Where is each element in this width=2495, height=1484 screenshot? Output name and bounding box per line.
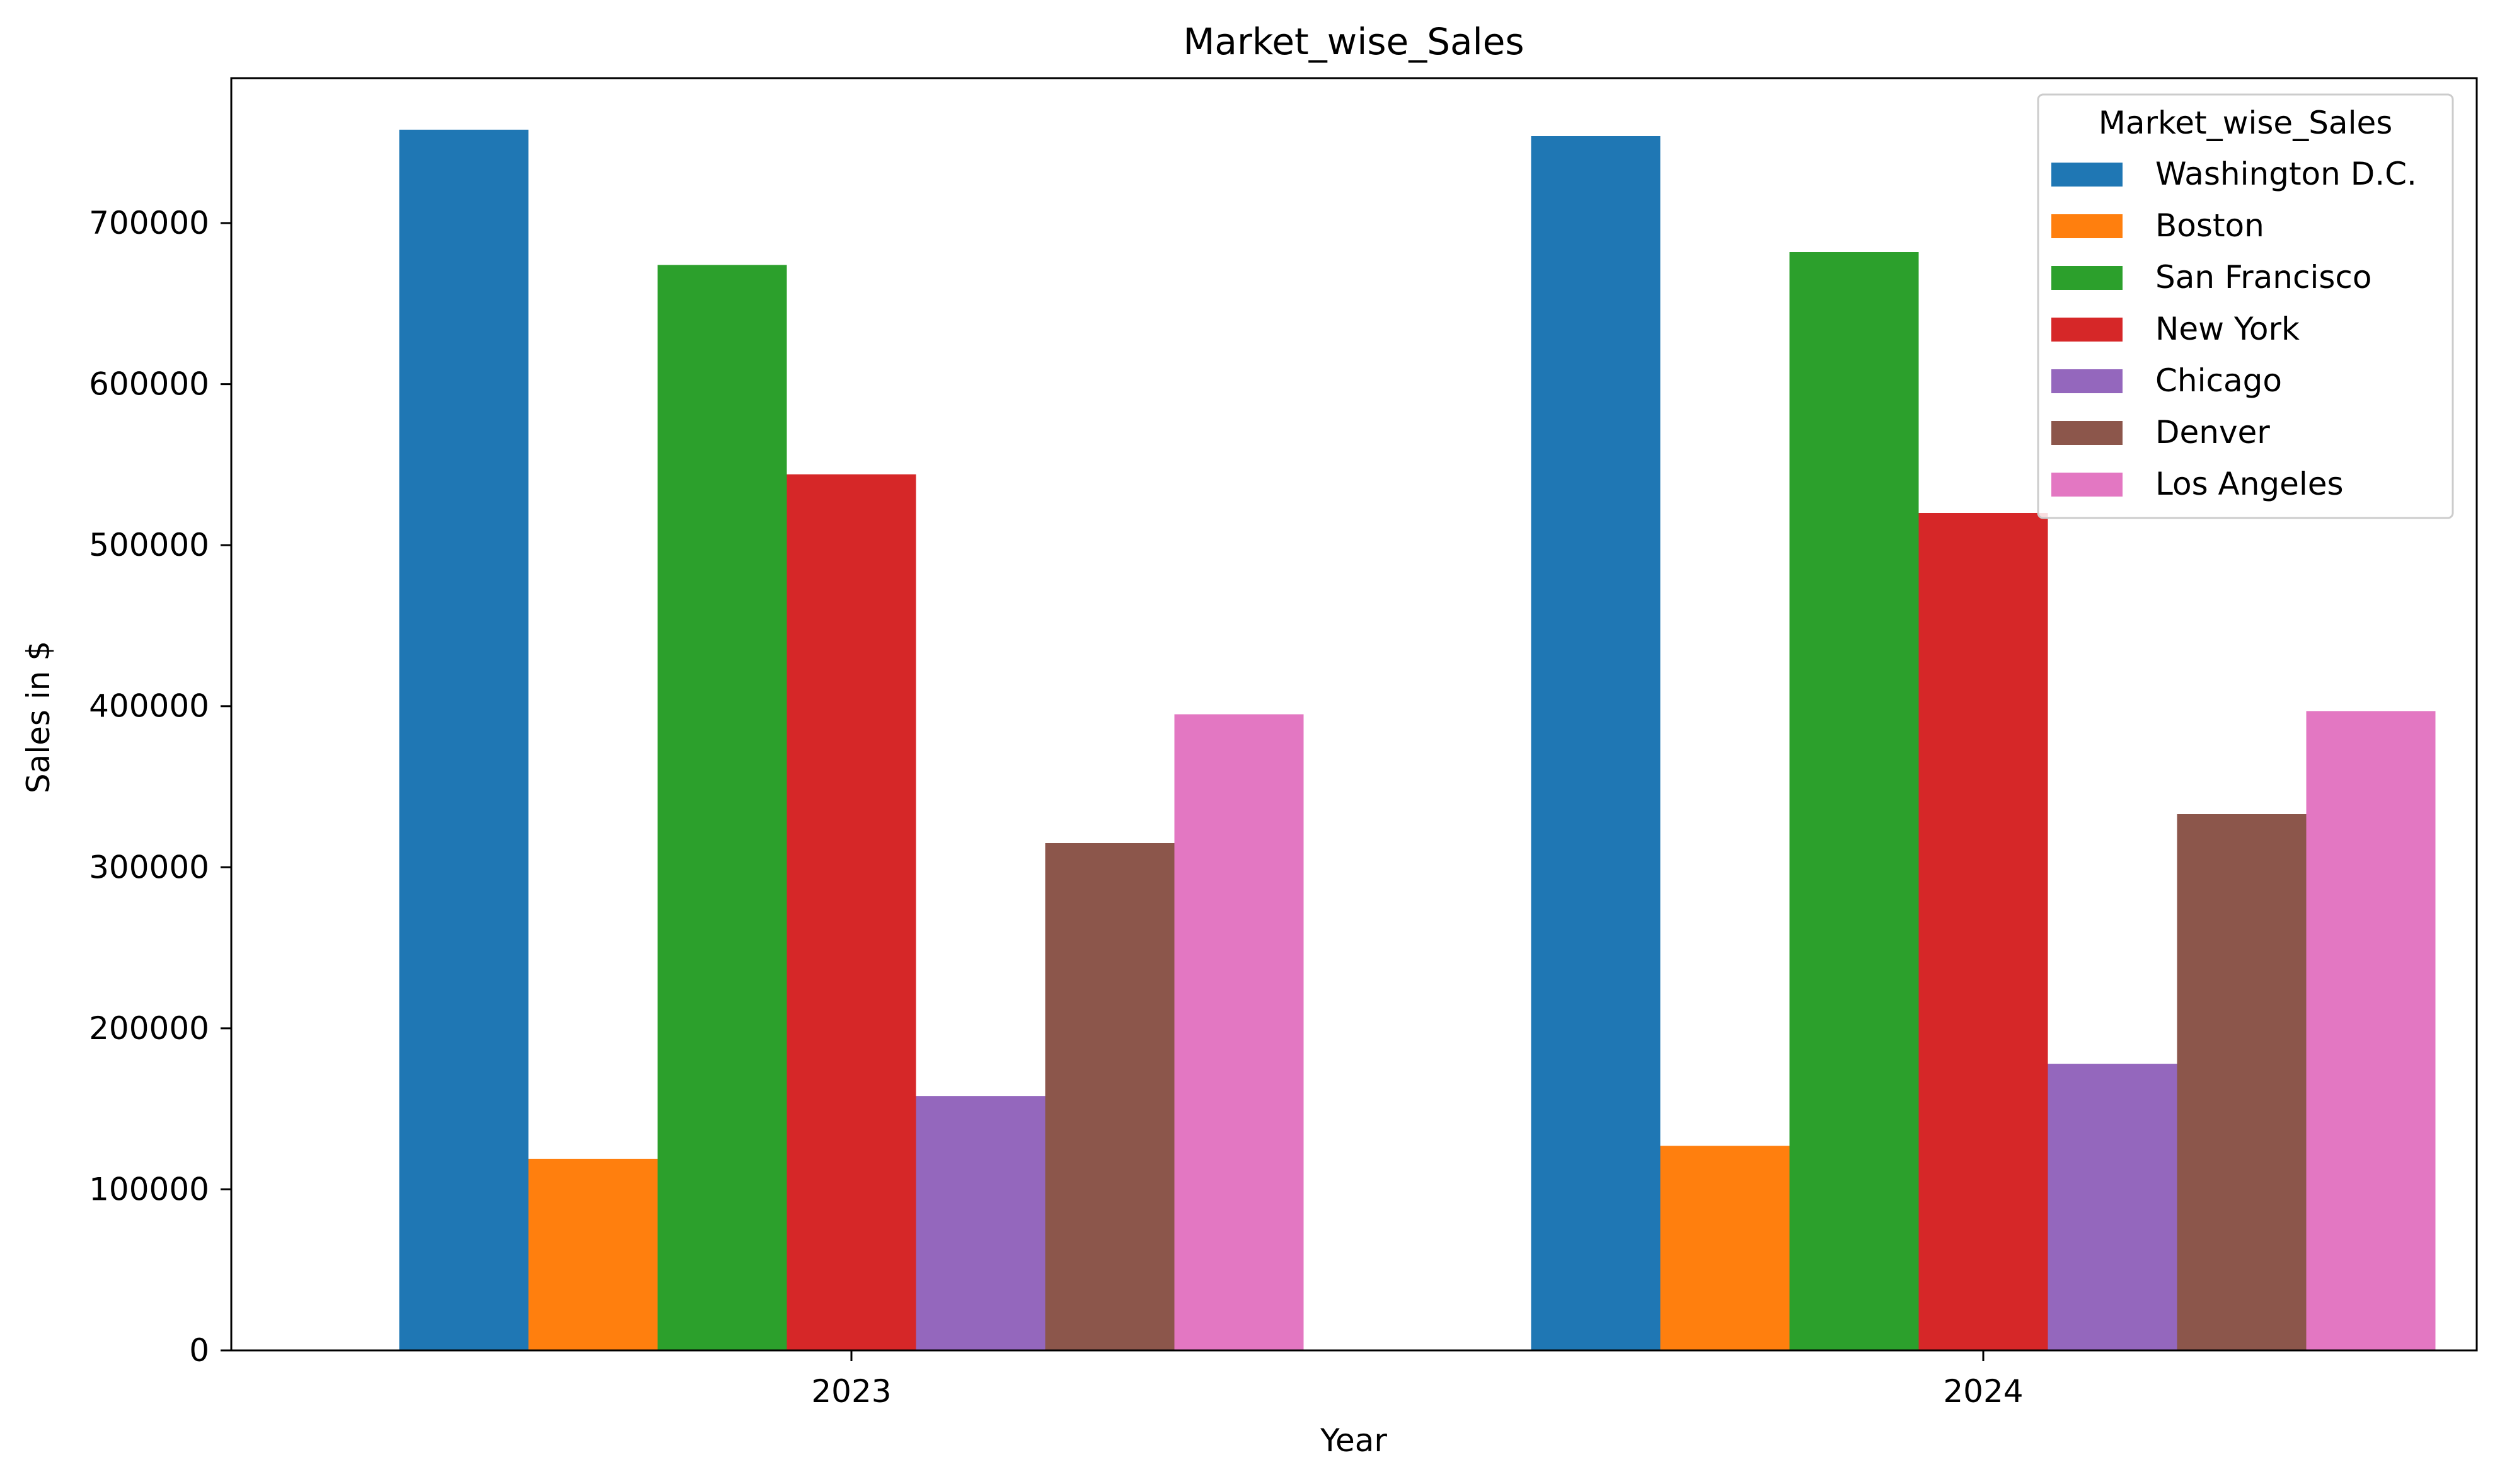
y-tick-label: 500000	[89, 527, 209, 563]
bar-denver-2024	[2177, 814, 2307, 1350]
y-axis-label: Sales in $	[20, 641, 57, 793]
y-tick-label: 700000	[89, 205, 209, 241]
legend-box	[2037, 93, 2454, 519]
legend-label-chicago: Chicago	[2155, 362, 2282, 399]
bar-chicago-2024	[2048, 1064, 2177, 1350]
legend-label-new-york: New York	[2155, 311, 2300, 347]
y-tick-label: 0	[189, 1332, 209, 1369]
legend: Market_wise_Sales Washington D.C. Boston S…	[2037, 93, 2454, 519]
bar-san-francisco-2023	[657, 265, 787, 1350]
bar-washington-d-c--2023	[399, 129, 529, 1350]
bar-boston-2023	[528, 1158, 658, 1350]
legend-swatch-los-angeles	[2051, 473, 2123, 497]
legend-label-san-francisco: San Francisco	[2155, 259, 2371, 296]
legend-label-denver: Denver	[2155, 414, 2270, 451]
legend-label-boston: Boston	[2155, 207, 2264, 244]
y-tick-label: 200000	[89, 1010, 209, 1047]
legend-swatch-new-york	[2051, 318, 2123, 342]
y-tick-label: 400000	[89, 688, 209, 725]
x-tick-label: 2024	[1943, 1373, 2023, 1410]
legend-swatch-denver	[2051, 421, 2123, 445]
legend-items: Washington D.C. Boston San Francisco New Yo…	[2051, 156, 2417, 502]
y-tick-label: 600000	[89, 366, 209, 403]
legend-title: Market_wise_Sales	[2099, 105, 2393, 141]
legend-swatch-washington-d-c-	[2051, 163, 2123, 187]
y-tick-label: 300000	[89, 849, 209, 885]
y-tick-label: 100000	[89, 1171, 209, 1207]
plot-area: 0 100000 200000 300000 400000 500000 600000 700…	[89, 77, 2478, 1410]
x-axis-label: Year	[1320, 1422, 1387, 1459]
bar-los-angeles-2023	[1174, 714, 1304, 1350]
x-tick-label: 2023	[811, 1373, 891, 1410]
legend-swatch-boston	[2051, 214, 2123, 238]
chart-title: Market_wise_Sales	[1183, 20, 1524, 63]
bar-denver-2023	[1045, 843, 1175, 1350]
bar-washington-d-c--2024	[1531, 136, 1661, 1350]
bar-chicago-2023	[916, 1096, 1046, 1350]
bar-new-york-2023	[787, 474, 916, 1351]
bar-san-francisco-2024	[1789, 252, 1919, 1350]
bar-los-angeles-2024	[2306, 711, 2436, 1350]
legend-swatch-chicago	[2051, 369, 2123, 393]
legend-swatch-san-francisco	[2051, 266, 2123, 290]
plot-frame	[230, 77, 2478, 1352]
legend-label-washington-d-c-: Washington D.C.	[2155, 156, 2417, 192]
legend-label-los-angeles: Los Angeles	[2155, 466, 2344, 502]
bar-boston-2024	[1660, 1146, 1790, 1350]
bar-new-york-2024	[1918, 513, 2048, 1350]
